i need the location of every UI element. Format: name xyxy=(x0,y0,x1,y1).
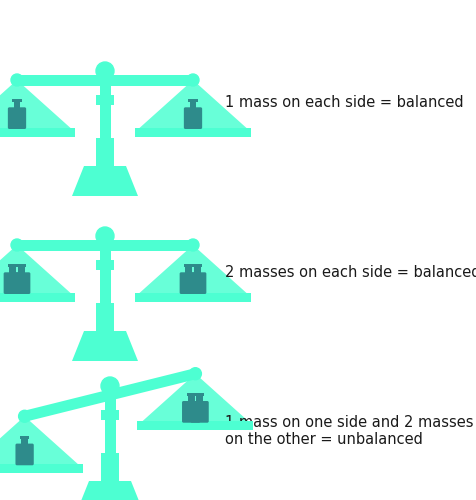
Bar xyxy=(189,102,197,109)
Bar xyxy=(10,268,16,274)
Bar xyxy=(196,396,203,402)
Circle shape xyxy=(96,227,114,245)
Bar xyxy=(184,264,193,268)
Circle shape xyxy=(189,368,201,380)
Bar xyxy=(188,100,198,102)
FancyBboxPatch shape xyxy=(8,108,26,129)
Text: 1 mass on each side = balanced: 1 mass on each side = balanced xyxy=(225,95,464,110)
Bar xyxy=(138,421,253,430)
FancyBboxPatch shape xyxy=(184,108,202,129)
Circle shape xyxy=(19,410,30,422)
Bar xyxy=(101,410,119,420)
Bar xyxy=(185,268,192,274)
Bar xyxy=(96,260,114,270)
FancyBboxPatch shape xyxy=(15,444,34,466)
FancyBboxPatch shape xyxy=(179,272,198,294)
Bar xyxy=(12,100,21,102)
FancyBboxPatch shape xyxy=(4,272,22,294)
Bar xyxy=(99,245,110,303)
Bar xyxy=(21,438,28,445)
Circle shape xyxy=(101,377,119,395)
Bar xyxy=(101,453,119,481)
Polygon shape xyxy=(15,74,195,86)
Polygon shape xyxy=(72,331,138,361)
FancyBboxPatch shape xyxy=(12,272,30,294)
FancyBboxPatch shape xyxy=(182,401,200,422)
Bar xyxy=(96,95,114,105)
Polygon shape xyxy=(77,481,143,500)
Bar xyxy=(96,138,114,166)
Circle shape xyxy=(187,74,199,86)
Bar xyxy=(193,264,202,268)
Polygon shape xyxy=(135,80,251,132)
Polygon shape xyxy=(135,245,251,297)
Circle shape xyxy=(96,62,114,80)
Polygon shape xyxy=(0,416,83,469)
Circle shape xyxy=(11,239,23,251)
Bar xyxy=(20,436,29,438)
Bar xyxy=(105,395,116,453)
Circle shape xyxy=(187,239,199,251)
Bar xyxy=(13,102,20,109)
Bar xyxy=(188,396,195,402)
Bar xyxy=(0,128,75,136)
Polygon shape xyxy=(21,368,198,422)
Bar xyxy=(0,464,83,473)
Bar xyxy=(187,393,196,396)
Polygon shape xyxy=(138,374,253,426)
Polygon shape xyxy=(0,80,75,132)
Bar xyxy=(135,292,251,302)
Polygon shape xyxy=(72,166,138,196)
Bar xyxy=(8,264,18,268)
FancyBboxPatch shape xyxy=(190,401,209,422)
Bar xyxy=(0,292,75,302)
Bar xyxy=(96,303,114,331)
Circle shape xyxy=(11,74,23,86)
Polygon shape xyxy=(0,245,75,297)
Bar xyxy=(17,264,26,268)
Bar xyxy=(99,80,110,138)
FancyBboxPatch shape xyxy=(188,272,207,294)
Bar xyxy=(18,268,25,274)
Text: 2 masses on each side = balanced: 2 masses on each side = balanced xyxy=(225,265,476,280)
Text: 1 mass on one side and 2 masses
on the other = unbalanced: 1 mass on one side and 2 masses on the o… xyxy=(225,415,474,448)
Bar xyxy=(135,128,251,136)
Polygon shape xyxy=(15,240,195,250)
Bar xyxy=(194,268,201,274)
Bar xyxy=(195,393,204,396)
